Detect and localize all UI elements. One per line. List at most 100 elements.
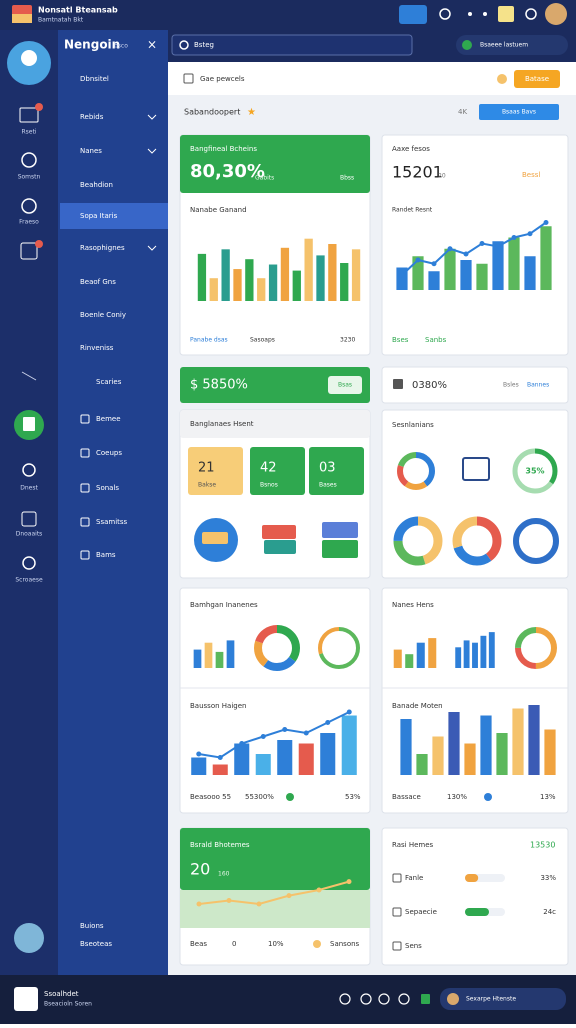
tile — [188, 447, 243, 495]
chart-title: Banade Moten — [392, 702, 443, 710]
card-title: Bangfineal Bcheins — [190, 145, 257, 153]
bar — [277, 740, 293, 775]
bar — [215, 651, 224, 668]
bar — [432, 736, 444, 775]
bar — [416, 754, 428, 775]
menu-item[interactable]: Beaof Gns — [80, 278, 116, 286]
menu-item[interactable]: Coeups — [96, 449, 122, 457]
icon — [80, 448, 90, 458]
card-title: Rasi Hemes — [392, 841, 434, 849]
point — [447, 246, 453, 252]
point — [196, 751, 202, 757]
notify-button[interactable] — [399, 5, 427, 24]
note: Gabits — [255, 175, 274, 182]
icon — [179, 40, 189, 50]
icon — [498, 6, 514, 22]
row-label: Fanle — [405, 874, 423, 882]
illustration — [262, 525, 296, 539]
rail-label[interactable]: Rseti — [21, 129, 36, 136]
account[interactable] — [440, 988, 566, 1010]
menu-item[interactable]: Rebids — [80, 113, 104, 121]
menu-item[interactable]: Rinveniss — [80, 344, 114, 352]
bar — [209, 278, 218, 301]
donut-segment — [254, 625, 300, 671]
rail-label[interactable]: Dnoaaits — [16, 531, 43, 538]
menu-item[interactable]: Rasophignes — [80, 244, 125, 252]
account[interactable] — [456, 35, 568, 55]
menu-item[interactable]: Bseoteas — [80, 940, 112, 948]
chart-title: Bausson Haigen — [190, 702, 246, 710]
icon — [468, 12, 472, 16]
avatar — [545, 3, 567, 25]
illustration — [462, 457, 490, 481]
search-box[interactable] — [171, 34, 413, 56]
account-name[interactable]: Bsaeee lastuem — [480, 42, 528, 49]
bar — [393, 649, 402, 668]
bar — [268, 264, 278, 301]
button[interactable] — [479, 104, 559, 120]
bar — [528, 705, 540, 775]
rail-label[interactable]: Scroaese — [15, 577, 43, 584]
button-label[interactable]: Bsas — [338, 382, 352, 389]
button[interactable] — [514, 70, 560, 88]
chart-title: Nanabe Ganand — [190, 206, 247, 214]
icon — [392, 873, 402, 883]
card — [381, 409, 569, 579]
icon — [20, 242, 38, 260]
footer: 10% — [268, 940, 284, 948]
menu-item[interactable]: Scaries — [96, 378, 122, 386]
toolbar — [168, 62, 576, 95]
bar — [340, 263, 349, 301]
icon — [392, 941, 402, 951]
bar — [396, 267, 408, 290]
button[interactable] — [328, 376, 362, 394]
tile-value: 42 — [260, 461, 277, 476]
bar — [460, 260, 472, 290]
menu-item[interactable]: Bams — [96, 551, 116, 559]
donut-segment — [397, 452, 435, 490]
account-name[interactable]: Sexarpe Htenste — [466, 996, 516, 1003]
bar — [304, 238, 313, 301]
subtitle: Bseacioln Soren — [44, 1001, 92, 1008]
menu-item[interactable]: Ssamitss — [96, 518, 128, 526]
rail-label[interactable]: Dnest — [20, 485, 38, 492]
menu-item[interactable]: Sopa Itaris — [80, 212, 118, 220]
trend-line — [198, 880, 350, 906]
chevron — [147, 114, 157, 120]
app-icon — [14, 987, 38, 1011]
rail-label[interactable]: Fraeso — [19, 219, 39, 226]
bar — [416, 642, 425, 668]
stat: 20 — [190, 860, 210, 879]
button-label[interactable]: Batase — [525, 75, 549, 83]
bar — [544, 729, 556, 775]
icon — [22, 463, 36, 477]
button-label[interactable]: Bsaas Bavs — [502, 109, 536, 116]
footer: Sansons — [330, 940, 360, 948]
count: 4K — [458, 108, 467, 116]
link[interactable]: Bannes — [527, 382, 549, 389]
menu-item[interactable]: Buions — [80, 922, 104, 930]
tile-value: 03 — [319, 461, 336, 476]
footer: Sanbs — [425, 336, 447, 344]
menu-item[interactable]: Boenle Coniy — [80, 311, 126, 319]
card — [381, 587, 569, 814]
search-text[interactable]: Bsteg — [194, 41, 214, 49]
illustration — [322, 540, 358, 558]
menu-item[interactable]: Beahdion — [80, 181, 113, 189]
dot — [484, 793, 492, 801]
menu-item[interactable]: Nanes — [80, 147, 102, 155]
card-title: Banglanaes Hsent — [190, 420, 254, 428]
rail-label[interactable]: Somstn — [18, 174, 41, 181]
bar — [328, 244, 337, 301]
donut-segment — [393, 516, 443, 566]
icon — [21, 198, 37, 214]
badge — [35, 103, 43, 111]
donut-segment — [515, 627, 557, 669]
bar — [320, 733, 336, 775]
icon — [421, 994, 430, 1004]
bar — [292, 270, 301, 301]
sidebar — [58, 30, 168, 975]
menu-item[interactable]: Dbnsitel — [80, 75, 109, 83]
menu-item[interactable]: Bemee — [96, 415, 121, 423]
menu-item[interactable]: Sonals — [96, 484, 119, 492]
